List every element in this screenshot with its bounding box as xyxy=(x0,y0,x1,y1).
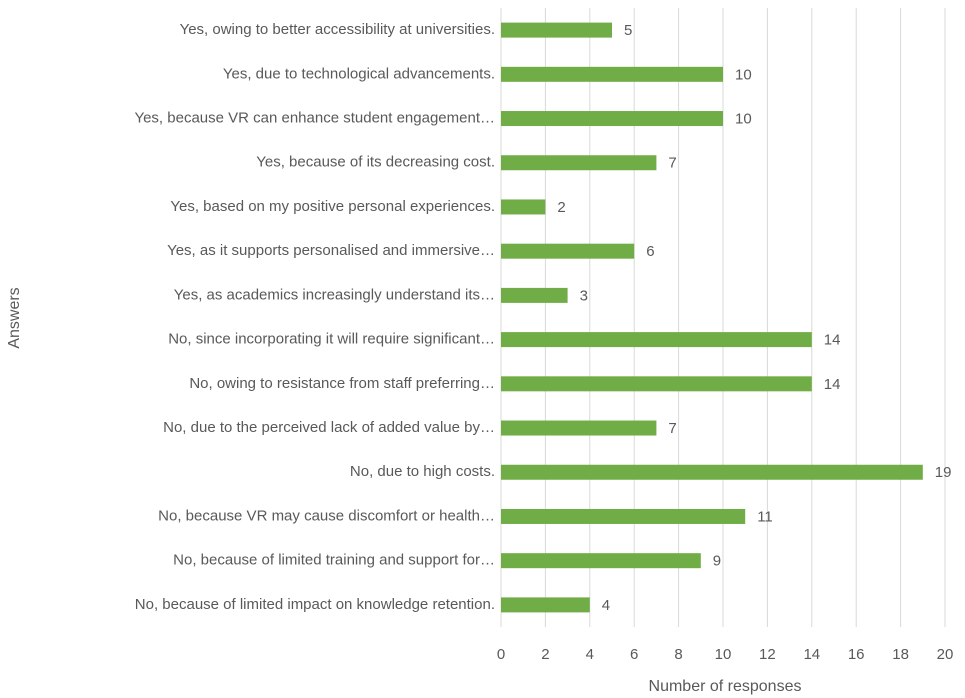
bar xyxy=(501,464,923,480)
y-tick-label: No, because of limited impact on knowled… xyxy=(135,596,495,613)
data-label: 7 xyxy=(668,420,676,437)
x-tick-label: 10 xyxy=(715,646,732,663)
bar xyxy=(501,199,546,215)
x-tick-label: 18 xyxy=(892,646,909,663)
x-tick-label: 16 xyxy=(848,646,865,663)
bar xyxy=(501,66,723,82)
bar xyxy=(501,22,612,38)
x-tick-label: 0 xyxy=(497,646,505,663)
x-tick-label: 4 xyxy=(586,646,594,663)
x-tick-label: 14 xyxy=(803,646,820,663)
y-axis-title: Answers xyxy=(6,287,23,348)
bar xyxy=(501,243,635,259)
y-tick-label: No, because VR may cause discomfort or h… xyxy=(158,507,495,524)
y-tick-label: Yes, owing to better accessibility at un… xyxy=(180,21,495,38)
data-label: 2 xyxy=(557,199,565,216)
bar xyxy=(501,553,701,569)
bar xyxy=(501,111,723,127)
bar xyxy=(501,508,746,524)
x-tick-label: 12 xyxy=(759,646,776,663)
y-tick-label: Yes, because VR can enhance student enga… xyxy=(134,110,495,127)
data-label: 5 xyxy=(624,22,632,39)
y-tick-label: Yes, due to technological advancements. xyxy=(223,65,495,82)
x-tick-label: 2 xyxy=(541,646,549,663)
data-label: 10 xyxy=(735,111,752,128)
y-tick-label: Yes, based on my positive personal exper… xyxy=(170,198,495,215)
bar xyxy=(501,420,657,436)
bar xyxy=(501,376,812,392)
data-label: 4 xyxy=(602,597,610,614)
x-tick-label: 6 xyxy=(630,646,638,663)
bar xyxy=(501,155,657,171)
bar xyxy=(501,332,812,348)
data-label: 14 xyxy=(824,376,841,393)
y-tick-label: No, since incorporating it will require … xyxy=(168,331,495,348)
data-label: 10 xyxy=(735,66,752,83)
x-axis-title: Number of responses xyxy=(649,678,802,695)
data-label: 14 xyxy=(824,332,841,349)
y-tick-label: Yes, as academics increasingly understan… xyxy=(174,286,495,303)
data-label: 3 xyxy=(580,287,588,304)
y-tick-label: No, owing to resistance from staff prefe… xyxy=(189,375,495,392)
y-tick-label: No, due to high costs. xyxy=(350,463,495,480)
y-tick-label: No, because of limited training and supp… xyxy=(173,552,495,569)
data-label: 6 xyxy=(646,243,654,260)
y-tick-label: No, due to the perceived lack of added v… xyxy=(163,419,495,436)
y-tick-label: Yes, because of its decreasing cost. xyxy=(256,154,495,171)
data-label: 9 xyxy=(713,553,721,570)
x-tick-label: 20 xyxy=(937,646,954,663)
x-tick-label: 8 xyxy=(674,646,682,663)
y-tick-label: Yes, as it supports personalised and imm… xyxy=(167,242,495,259)
bar xyxy=(501,597,590,613)
bar xyxy=(501,287,568,303)
data-label: 7 xyxy=(668,155,676,172)
data-label: 11 xyxy=(757,508,773,525)
data-label: 19 xyxy=(935,464,952,481)
